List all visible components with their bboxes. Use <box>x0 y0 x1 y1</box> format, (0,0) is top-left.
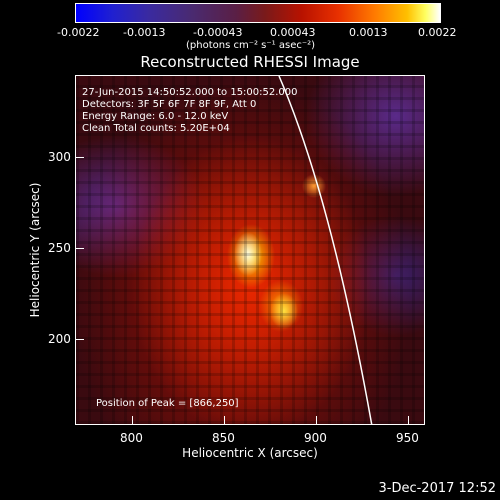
y-axis-label: Heliocentric Y (arcsec) <box>28 182 42 318</box>
peak-position-label: Position of Peak = [866,250] <box>96 398 239 409</box>
colorbar-tick-label: 0.0022 <box>418 26 457 39</box>
x-tick-mark <box>224 416 225 425</box>
colorbar-tick-label: -0.00043 <box>193 26 243 39</box>
x-tick-mark <box>316 416 317 425</box>
y-tick-label: 200 <box>48 332 71 346</box>
y-tick-mark <box>75 157 84 158</box>
x-tick-mark <box>408 416 409 425</box>
y-tick-mark <box>75 248 84 249</box>
solar-image: 27-Jun-2015 14:50:52.000 to 15:00:52.000… <box>75 75 425 425</box>
colorbar <box>75 3 441 23</box>
x-tick-mark <box>132 416 133 425</box>
solar-limb-curve <box>278 76 373 424</box>
info-line-detectors: Detectors: 3F 5F 6F 7F 8F 9F, Att 0 <box>82 99 257 110</box>
info-line-energy-range: Energy Range: 6.0 - 12.0 keV <box>82 111 229 122</box>
y-tick-label: 250 <box>48 241 71 255</box>
colorbar-units-label: (photons cm⁻² s⁻¹ asec⁻²) <box>186 40 316 51</box>
colorbar-tick-label: 0.00043 <box>270 26 316 39</box>
y-tick-mark <box>75 339 84 340</box>
info-line-time-range: 27-Jun-2015 14:50:52.000 to 15:00:52.000 <box>82 87 298 98</box>
x-tick-label: 900 <box>304 431 327 445</box>
x-tick-label: 950 <box>396 431 419 445</box>
x-tick-label: 800 <box>120 431 143 445</box>
generation-timestamp: 3-Dec-2017 12:52 <box>378 481 497 496</box>
info-line-clean-counts: Clean Total counts: 5.20E+04 <box>82 123 230 134</box>
y-tick-label: 300 <box>48 150 71 164</box>
colorbar-tick-label: 0.0013 <box>349 26 388 39</box>
x-axis-label: Heliocentric X (arcsec) <box>182 446 318 460</box>
plot-title: Reconstructed RHESSI Image <box>140 53 360 71</box>
colorbar-tick-label: -0.0013 <box>123 26 166 39</box>
x-tick-label: 850 <box>212 431 235 445</box>
colorbar-tick-label: -0.0022 <box>57 26 100 39</box>
image-texture <box>76 76 424 424</box>
